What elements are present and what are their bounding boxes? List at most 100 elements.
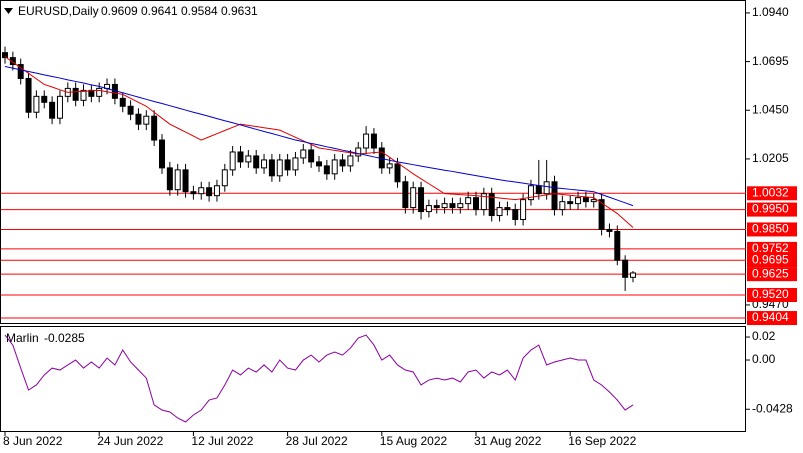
level-box [747,253,797,268]
candle-body [284,159,291,171]
x-tick-label: 28 Jul 2022 [286,434,348,448]
y-tick-label: 1.0695 [752,54,789,68]
candle-body [370,133,377,149]
x-tick-label: 16 Sep 2022 [568,434,636,448]
candle-body [253,155,260,169]
candle-body [582,197,589,203]
level-label: 0.9520 [752,287,789,301]
candle-body [606,228,613,232]
candle-body [527,185,534,201]
level-label: 0.9404 [752,310,789,324]
candle-body [449,203,456,209]
candle-body [622,259,629,278]
candle-body [323,165,330,175]
candle-body [190,191,197,195]
level-label: 1.0032 [752,185,789,199]
candle-body [206,187,213,197]
level-label: 0.9950 [752,202,789,216]
line [4,334,634,423]
candle-body [347,155,354,167]
level-box [747,267,797,282]
candle-body [520,199,527,221]
candle-body [276,159,283,177]
indicator-panel [0,326,746,432]
header-close: 0.9631 [221,4,258,18]
level-box [747,202,797,217]
candle-body [551,181,558,211]
candle-body [268,159,275,177]
candle-body [292,157,299,171]
y-tick-label: -0.0428 [752,401,793,415]
main-panel [0,0,746,324]
candle-body [213,185,220,197]
candle-body [457,203,464,209]
candle-body [535,185,542,195]
candle-body [25,77,32,113]
candle-body [394,163,401,183]
y-tick-label: 1.0450 [752,102,789,116]
candle-body [300,149,307,159]
level-box [747,287,797,302]
candle-body [614,230,621,261]
x-tick-label: 12 Jul 2022 [191,434,253,448]
level-box [747,186,797,201]
candle-body [245,155,252,163]
candle-body [182,169,189,193]
candle-body [198,187,205,195]
candle-body [441,203,448,209]
candle-body [410,187,417,209]
candle-body [308,149,315,163]
candle-body [143,115,150,125]
line [4,66,634,207]
y-tick-label: 1.0940 [752,5,789,19]
candle-body [575,197,582,205]
level-label: 0.9695 [752,252,789,266]
candle-body [331,159,338,175]
candle-body [630,272,636,278]
candle-body [473,197,479,211]
x-tick-label: 31 Aug 2022 [474,434,542,448]
candle-body [41,95,48,103]
candle-body [316,161,322,167]
candle-body [80,89,87,101]
candle-body [355,147,362,157]
candle-body [465,197,472,205]
candle-body [339,159,346,167]
candle-body [159,139,165,169]
header-low: 0.9584 [181,4,218,18]
candle-body [237,151,244,163]
candle-body [135,113,142,125]
candle-body [559,201,566,211]
candle-body [402,181,409,209]
candle-body [363,133,370,149]
candle-body [598,199,605,230]
indicator-value: -0.0285 [44,331,85,345]
candle-body [488,193,495,217]
candle-body [96,87,103,97]
indicator-name: Marlin [6,331,39,345]
candle-body [49,101,56,119]
candle-body [512,209,519,221]
header-open: 0.9609 [101,4,138,18]
candle-body [127,105,134,115]
candle-body [543,181,550,195]
chart-title: EURUSD,Daily [18,4,99,18]
candle-body [166,167,173,191]
y-tick-label: 0.00 [752,352,776,366]
candle-body [229,151,236,171]
candle-body [17,64,24,79]
candle-body [221,169,228,187]
candle-body [119,97,126,107]
candle-body [72,87,79,101]
candle-body [386,163,393,169]
level-box [747,241,797,256]
level-label: 0.9850 [752,222,789,236]
candle-body [480,193,487,211]
header-high: 0.9641 [141,4,178,18]
candle-body [433,205,440,209]
menu-triangle [4,8,13,14]
line [4,56,634,228]
candle-body [9,57,16,66]
candle-body [56,95,63,119]
